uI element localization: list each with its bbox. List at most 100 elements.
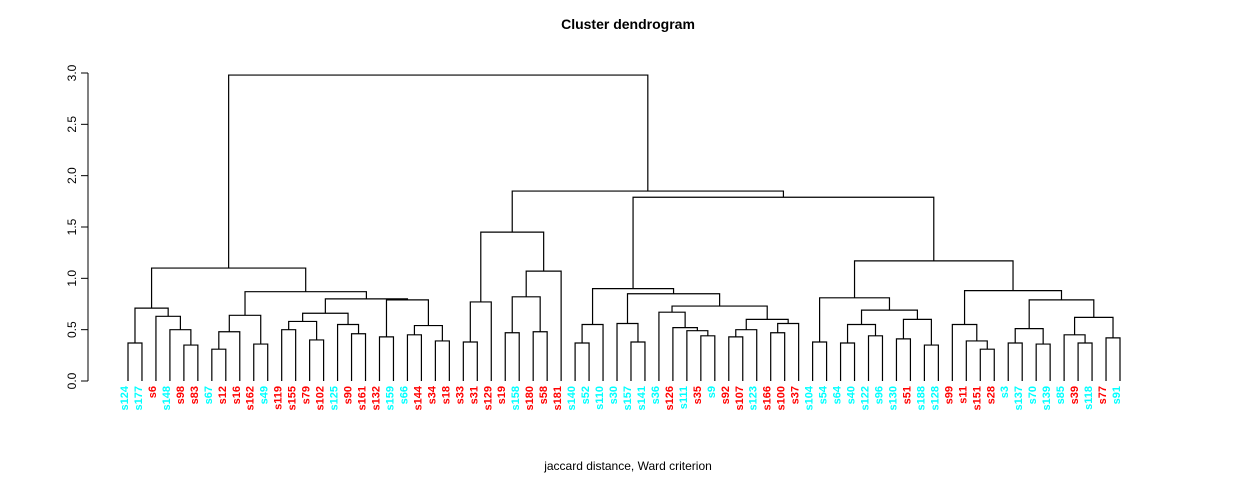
dendrogram-branch	[777, 322, 800, 381]
dendrogram-branch	[902, 318, 932, 346]
leaf-label: s181	[552, 386, 564, 410]
dendrogram-branch	[169, 329, 192, 381]
y-tick-label: 3.0	[65, 64, 79, 81]
dendrogram-branch	[228, 314, 262, 345]
leaf-label: s96	[873, 386, 885, 404]
dendrogram-branch	[511, 296, 541, 333]
dendrogram-branch	[302, 312, 349, 325]
leaf-label: s58	[538, 386, 550, 404]
dendrogram-branch	[183, 344, 199, 381]
leaf-label: s77	[1097, 386, 1109, 404]
leaf-label: s139	[1041, 386, 1053, 410]
leaf-label: s99	[943, 386, 955, 404]
leaf-label: s124	[119, 385, 131, 410]
y-tick-label: 0.0	[65, 372, 79, 389]
dendrogram-branch	[1105, 337, 1121, 381]
y-tick-label: 1.5	[65, 218, 79, 235]
dendrogram-branch	[616, 322, 639, 381]
dendrogram-branch	[846, 323, 877, 344]
dendrogram-branch	[288, 320, 318, 340]
dendrogram-branch	[632, 196, 935, 289]
dendrogram-branch	[671, 305, 768, 320]
leaf-label: s148	[161, 386, 173, 410]
dendrogram-branch	[406, 334, 423, 381]
leaf-label: s49	[259, 386, 271, 404]
leaf-label: s18	[440, 386, 452, 404]
dendrogram-branch	[853, 260, 1014, 298]
leaf-label: s91	[1111, 386, 1123, 404]
dendrogram-branch	[1014, 328, 1044, 345]
dendrogram-branch	[155, 315, 181, 381]
dendrogram-branch	[378, 336, 395, 381]
x-axis-caption: jaccard distance, Ward criterion	[544, 459, 712, 473]
dendrogram-branch	[1073, 316, 1114, 338]
dendrogram-branch	[127, 342, 143, 381]
dendrogram-branch	[979, 348, 995, 381]
dendrogram-branch	[700, 335, 716, 381]
dendrogram-branch	[963, 290, 1063, 325]
leaf-label: s31	[468, 386, 480, 404]
leaf-label: s125	[329, 386, 341, 410]
dendrogram-branch	[630, 341, 646, 381]
dendrogram-branch	[1063, 334, 1086, 381]
dendrogram-branch	[134, 307, 169, 344]
leaf-label: s104	[804, 385, 816, 410]
leaf-label: s19	[496, 386, 508, 404]
dendrogram-branch	[150, 267, 307, 309]
leaf-label: s70	[1027, 386, 1039, 404]
dendrogram-branch	[923, 344, 939, 381]
dendrogram-branch	[951, 323, 978, 381]
dendrogram-branch	[281, 329, 297, 381]
dendrogram-branch	[860, 309, 919, 325]
leaf-label: s119	[273, 386, 285, 410]
leaf-label: s66	[398, 386, 410, 404]
leaf-label: s144	[412, 385, 424, 410]
leaf-label: s28	[985, 386, 997, 404]
leaf-label: s3	[999, 386, 1011, 398]
dendrogram-branch	[504, 332, 520, 381]
leaf-label: s92	[720, 386, 732, 404]
y-tick-label: 0.5	[65, 321, 79, 338]
dendrogram-branch	[228, 74, 649, 269]
dendrogram-branch	[511, 190, 785, 233]
dendrogram-branch	[1077, 342, 1093, 381]
leaf-label: s180	[524, 386, 536, 410]
leaf-label: s161	[357, 386, 369, 410]
leaf-label: s162	[245, 386, 257, 410]
leaf-label: s140	[566, 386, 578, 410]
dendrogram-branch	[324, 298, 409, 314]
leaf-label: s67	[203, 386, 215, 404]
dendrogram-branch	[867, 335, 884, 381]
dendrogram-branch	[309, 339, 325, 381]
leaf-label: s130	[887, 386, 899, 410]
dendrogram-branch	[434, 340, 450, 381]
dendrogram-branch	[686, 330, 709, 381]
dendrogram-branch	[839, 342, 856, 381]
leaf-label: s9	[706, 386, 718, 398]
leaf-label: s123	[748, 386, 760, 410]
leaf-label: s132	[370, 386, 382, 410]
y-tick-label: 1.0	[65, 270, 79, 287]
y-tick-label: 2.0	[65, 167, 79, 184]
leaf-label: s54	[818, 385, 830, 404]
leaf-label: s83	[189, 386, 201, 404]
dendrogram-branch	[965, 340, 988, 381]
dendrogram-branch	[244, 291, 367, 316]
dendrogram-branch	[211, 348, 227, 381]
dendrogram-branch	[745, 318, 789, 330]
leaf-label: s118	[1083, 386, 1095, 410]
dendrogram-branch	[574, 342, 590, 381]
dendrogram-branch	[658, 311, 686, 381]
leaf-label: s100	[776, 386, 788, 410]
leaf-label: s177	[133, 386, 145, 410]
leaf-label: s110	[594, 386, 606, 410]
dendrogram-branch	[385, 299, 429, 337]
dendrogram-branch	[532, 331, 548, 381]
leaf-label: s137	[1013, 386, 1025, 410]
dendrogram-branch	[581, 323, 604, 381]
dendrogram-branch	[218, 331, 241, 381]
dendrogram-branch	[336, 323, 360, 381]
dendrogram-branch	[626, 293, 721, 324]
